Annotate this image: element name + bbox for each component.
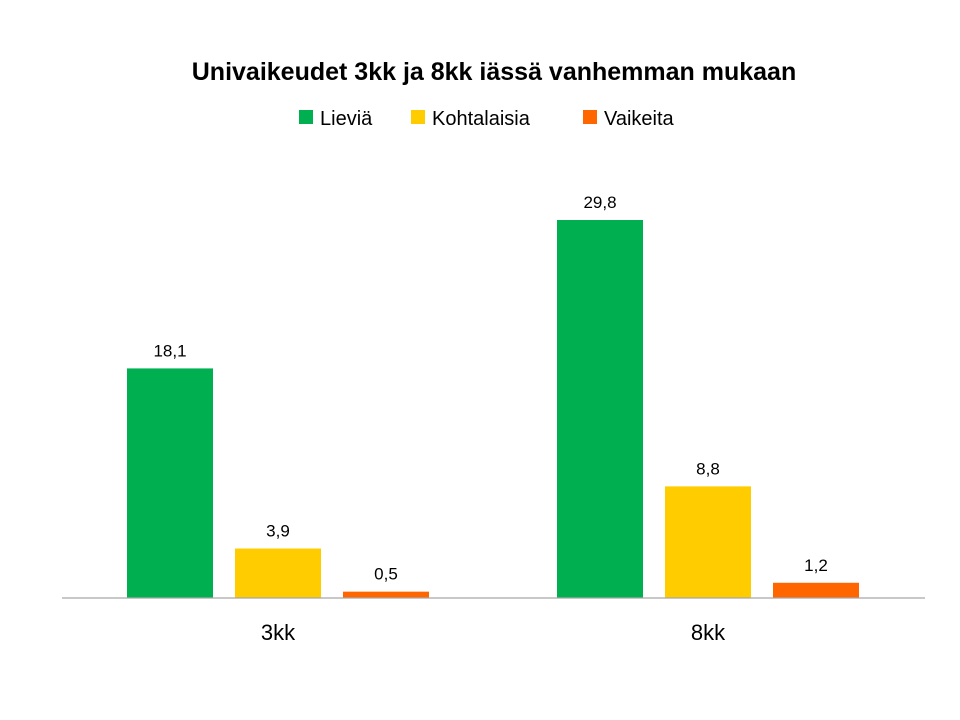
legend-swatch <box>299 110 313 124</box>
bar-3kk-series-2 <box>235 548 321 598</box>
data-label: 8,8 <box>696 459 720 478</box>
bar-3kk-series-3 <box>343 591 429 598</box>
bars-group: 18,1 29,8 3,9 8,8 0,5 1,2 <box>127 193 859 598</box>
bar-8kk-series-2 <box>665 486 751 598</box>
chart-title: Univaikeudet 3kk ja 8kk iässä vanhemman … <box>192 58 796 86</box>
data-label: 3,9 <box>266 522 290 541</box>
data-label: 0,5 <box>374 565 398 584</box>
legend-label: Lieviä <box>320 108 373 130</box>
category-labels: 3kk 8kk <box>261 620 726 645</box>
bar-8kk-series-3 <box>773 582 859 598</box>
bar-3kk-series-1 <box>127 368 213 598</box>
data-label: 1,2 <box>804 556 828 575</box>
legend-swatch <box>411 110 425 124</box>
legend-label: Vaikeita <box>604 108 675 130</box>
data-label: 18,1 <box>153 341 186 360</box>
category-label: 3kk <box>261 620 296 645</box>
legend-swatch <box>583 110 597 124</box>
bar-8kk-series-1 <box>557 220 643 598</box>
legend: Lieviä Kohtalaisia Vaikeita <box>299 108 675 130</box>
legend-label: Kohtalaisia <box>432 108 531 130</box>
data-label: 29,8 <box>583 193 616 212</box>
category-label: 8kk <box>691 620 726 645</box>
